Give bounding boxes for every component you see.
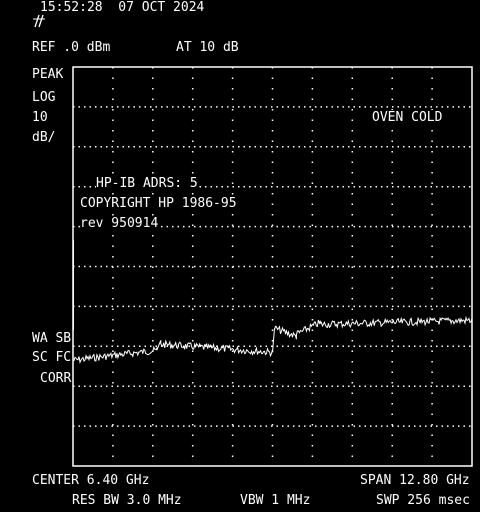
sweep-time: SWP 256 msec: [376, 493, 470, 508]
sc-fc-indicator: SC FC: [32, 350, 72, 365]
scale-unit: dB/: [32, 130, 56, 145]
scale-value: 10: [32, 110, 48, 125]
detector-mode: PEAK: [32, 67, 64, 82]
graticule-grid: [73, 67, 472, 466]
oven-status: OVEN COLD: [372, 110, 443, 125]
scale-mode: LOG: [32, 90, 56, 105]
spectrum-trace: [72, 315, 473, 364]
timestamp: 15:52:28 07 OCT 2024: [40, 0, 205, 15]
firmware-revision: rev 950914: [80, 216, 159, 231]
corr-indicator: CORR: [40, 371, 72, 386]
hpib-address: HP-IB ADRS: 5: [96, 176, 198, 191]
frequency-span: SPAN 12.80 GHz: [360, 473, 470, 488]
hp-logo-icon: [33, 14, 45, 28]
copyright-notice: COPYRIGHT HP 1986-95: [80, 196, 237, 211]
attenuation: AT 10 dB: [176, 40, 239, 55]
resolution-bandwidth: RES BW 3.0 MHz: [72, 493, 182, 508]
video-bandwidth: VBW 1 MHz: [240, 493, 311, 508]
wa-sb-indicator: WA SB: [32, 331, 72, 346]
ref-level: REF .0 dBm: [32, 40, 111, 55]
center-frequency: CENTER 6.40 GHz: [32, 473, 150, 488]
